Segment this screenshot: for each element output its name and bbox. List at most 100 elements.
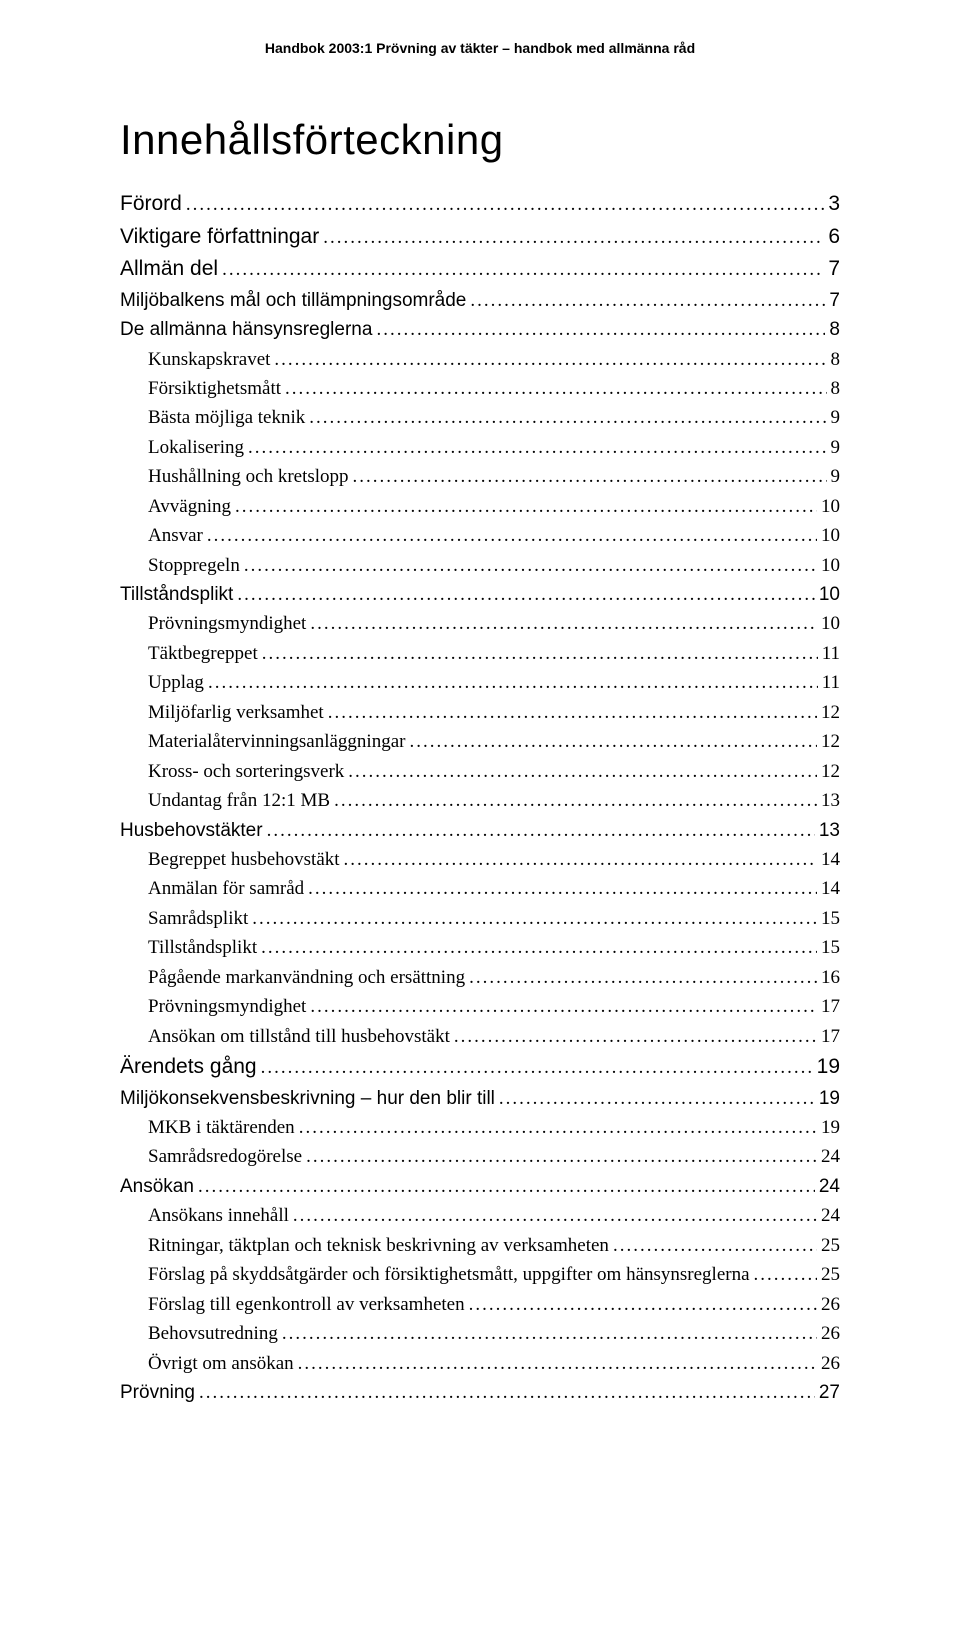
toc-entry: Miljöbalkens mål och tillämpningsområde7 <box>120 286 840 315</box>
toc-entry: Tillståndsplikt15 <box>120 933 840 962</box>
toc-entry-label: Prövningsmyndighet <box>148 609 306 638</box>
toc-entry: Viktigare författningar6 <box>120 221 840 254</box>
toc-leader <box>235 492 817 521</box>
toc-entry: Ansökan24 <box>120 1172 840 1201</box>
toc-leader <box>310 992 817 1021</box>
toc-entry-page: 11 <box>822 639 840 668</box>
toc-entry: Försiktighetsmått 8 <box>120 374 840 403</box>
toc-entry: Pågående markanvändning och ersättning 16 <box>120 963 840 992</box>
toc-entry-label: Samrådsplikt <box>148 904 248 933</box>
toc-entry: Avvägning10 <box>120 492 840 521</box>
toc-entry-label: Lokalisering <box>148 433 244 462</box>
toc-entry-label: Undantag från 12:1 MB <box>148 786 330 815</box>
toc-leader <box>282 1319 817 1348</box>
toc-leader <box>285 374 827 403</box>
toc-entry: Behovsutredning26 <box>120 1319 840 1348</box>
toc-entry-page: 12 <box>821 698 840 727</box>
toc-leader <box>323 223 824 252</box>
toc-entry-page: 19 <box>817 1051 840 1084</box>
toc-leader <box>208 668 818 697</box>
toc-entry-label: Täktbegreppet <box>148 639 258 668</box>
toc-entry-page: 12 <box>821 757 840 786</box>
toc-entry-label: Prövningsmyndighet <box>148 992 306 1021</box>
toc-leader <box>469 1290 817 1319</box>
toc-leader <box>299 1113 817 1142</box>
toc-leader <box>306 1142 817 1171</box>
toc-entry-page: 12 <box>821 727 840 756</box>
toc-entry: Förslag till egenkontroll av verksamhete… <box>120 1290 840 1319</box>
toc-leader <box>274 345 826 374</box>
toc-leader <box>244 551 817 580</box>
toc-entry-label: Bästa möjliga teknik <box>148 403 305 432</box>
toc-entry: Hushållning och kretslopp9 <box>120 462 840 491</box>
toc-entry-label: Stoppregeln <box>148 551 240 580</box>
toc-leader <box>298 1349 817 1378</box>
toc-entry: Anmälan för samråd14 <box>120 874 840 903</box>
toc-entry: Samrådsplikt15 <box>120 904 840 933</box>
toc-entry: Övrigt om ansökan 26 <box>120 1349 840 1378</box>
toc-entry-label: Materialåtervinningsanläggningar <box>148 727 405 756</box>
toc-leader <box>261 1053 813 1082</box>
toc-entry: Samrådsredogörelse24 <box>120 1142 840 1171</box>
toc-leader <box>328 698 817 727</box>
toc-entry: Lokalisering 9 <box>120 433 840 462</box>
toc-entry-page: 24 <box>821 1142 840 1171</box>
toc-entry: Husbehovstäkter13 <box>120 816 840 845</box>
toc-entry-page: 9 <box>831 433 841 462</box>
toc-entry-page: 7 <box>829 286 840 315</box>
toc-entry-page: 19 <box>821 1113 840 1142</box>
toc-entry-page: 8 <box>831 374 841 403</box>
toc-entry-label: Ritningar, täktplan och teknisk beskrivn… <box>148 1231 609 1260</box>
toc-entry-label: Pågående markanvändning och ersättning <box>148 963 465 992</box>
toc-entry-page: 16 <box>821 963 840 992</box>
toc-entry-page: 10 <box>821 492 840 521</box>
toc-entry-label: Försiktighetsmått <box>148 374 281 403</box>
toc-entry-page: 3 <box>828 188 840 221</box>
toc-entry-label: Prövning <box>120 1378 195 1407</box>
toc-entry-page: 13 <box>819 816 840 845</box>
toc-leader <box>262 639 818 668</box>
toc-entry-page: 13 <box>821 786 840 815</box>
toc-entry-page: 19 <box>819 1084 840 1113</box>
toc-entry-label: Kunskapskravet <box>148 345 270 374</box>
toc-leader <box>186 190 824 219</box>
toc-entry-page: 26 <box>821 1319 840 1348</box>
toc-entry-label: Övrigt om ansökan <box>148 1349 294 1378</box>
toc-entry-label: Kross- och sorteringsverk <box>148 757 344 786</box>
toc-entry-page: 27 <box>819 1378 840 1407</box>
toc-entry-page: 26 <box>821 1290 840 1319</box>
toc-entry-page: 14 <box>821 874 840 903</box>
toc-leader <box>261 933 817 962</box>
toc-leader <box>353 462 827 491</box>
toc-entry-label: Begreppet husbehovstäkt <box>148 845 340 874</box>
toc-entry-page: 6 <box>828 221 840 254</box>
toc-entry-page: 10 <box>819 580 840 609</box>
toc-entry-page: 17 <box>821 992 840 1021</box>
toc-leader <box>222 255 824 284</box>
toc-leader <box>237 580 815 609</box>
toc-entry-label: Ansökans innehåll <box>148 1201 289 1230</box>
toc-entry-page: 10 <box>821 551 840 580</box>
toc-entry-label: Allmän del <box>120 253 218 286</box>
toc-entry: Kross- och sorteringsverk 12 <box>120 757 840 786</box>
toc-entry: Ansvar10 <box>120 521 840 550</box>
toc-entry: Ansökans innehåll24 <box>120 1201 840 1230</box>
toc-entry: Prövningsmyndighet10 <box>120 609 840 638</box>
toc-entry-label: Förord <box>120 188 182 221</box>
toc-entry-label: Miljöfarlig verksamhet <box>148 698 324 727</box>
toc-entry-label: Förslag på skyddsåtgärder och försiktigh… <box>148 1260 750 1289</box>
toc-entry-page: 26 <box>821 1349 840 1378</box>
toc-entry-page: 10 <box>821 521 840 550</box>
page-title: Innehållsförteckning <box>120 116 840 164</box>
toc-entry: Upplag11 <box>120 668 840 697</box>
toc-entry: Stoppregeln 10 <box>120 551 840 580</box>
toc-leader <box>499 1084 815 1113</box>
toc-leader <box>207 521 817 550</box>
toc-entry-page: 8 <box>829 315 840 344</box>
toc-entry: Miljöfarlig verksamhet 12 <box>120 698 840 727</box>
table-of-contents: Förord 3Viktigare författningar6Allmän de… <box>120 188 840 1407</box>
toc-entry-page: 7 <box>828 253 840 286</box>
toc-leader <box>334 786 817 815</box>
toc-leader <box>376 315 825 344</box>
toc-entry-label: Miljökonsekvensbeskrivning – hur den bli… <box>120 1084 495 1113</box>
